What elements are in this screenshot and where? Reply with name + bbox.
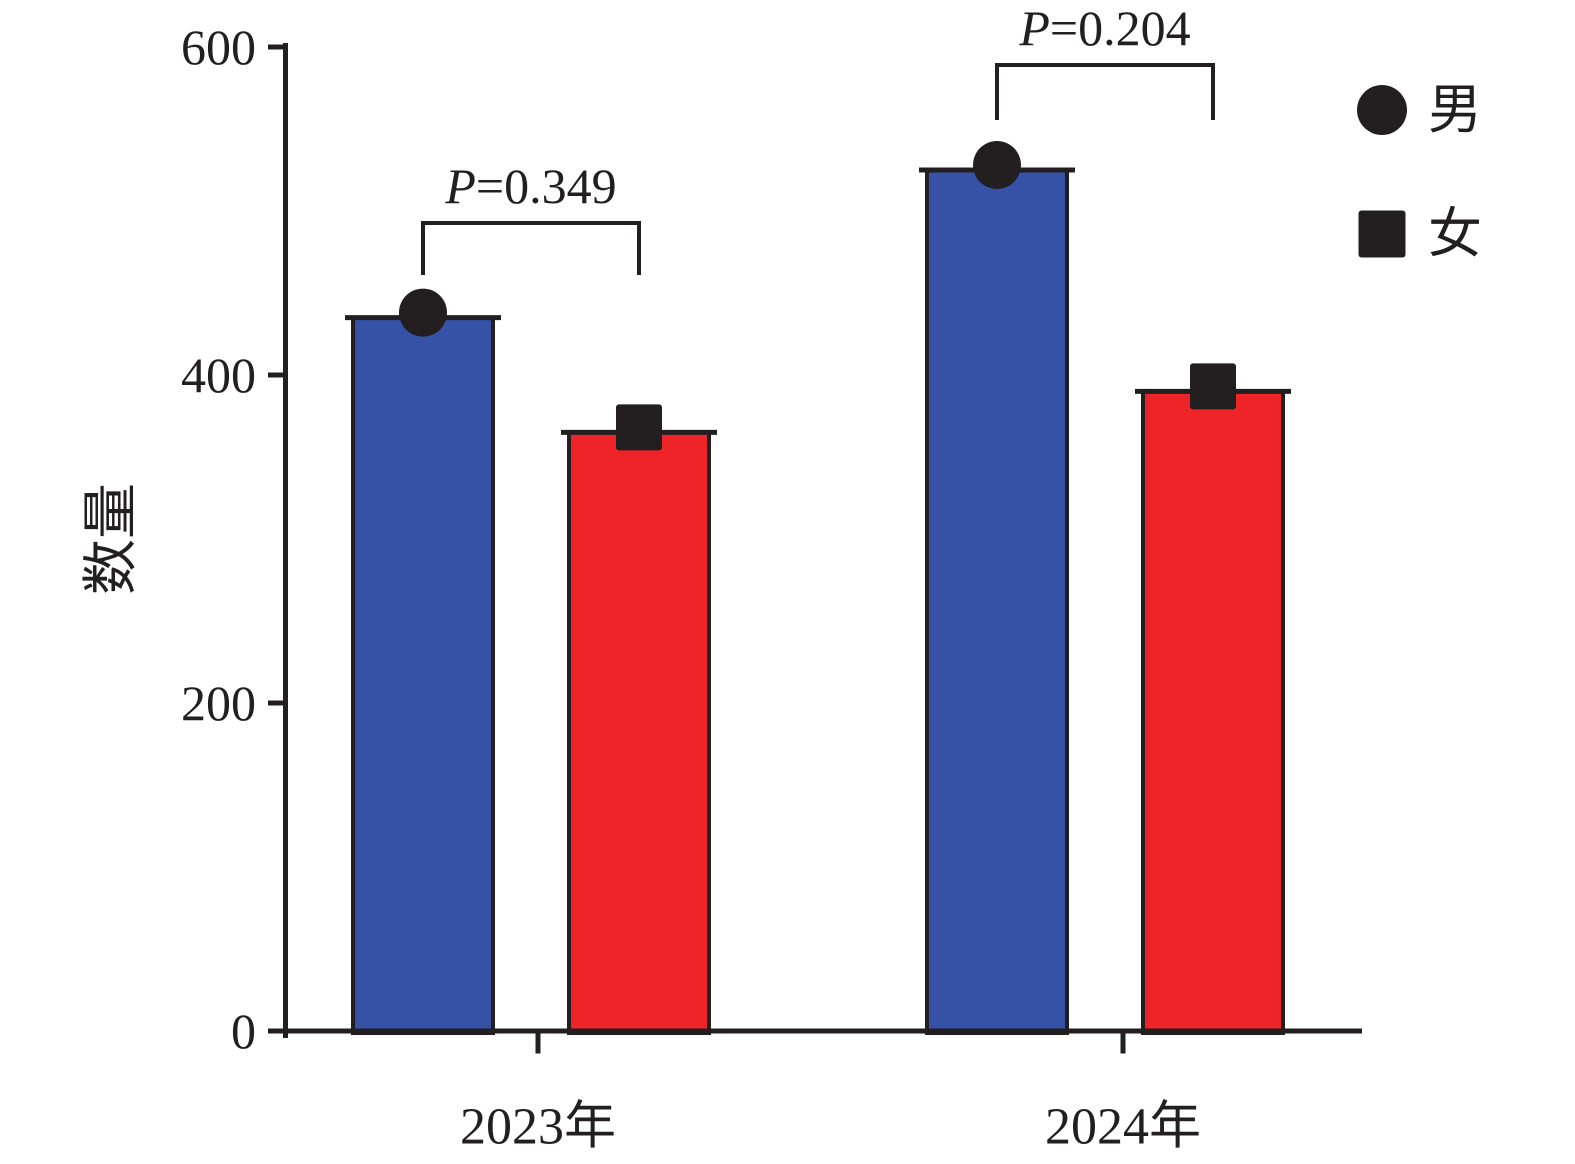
legend-label-male: 男	[1428, 80, 1482, 140]
bar-female-2024	[1141, 389, 1285, 1035]
legend-square-icon	[1358, 210, 1406, 258]
bar-male-2023	[351, 315, 495, 1036]
marker-circle-male-2023	[399, 288, 447, 337]
y-tick-label-600: 600	[181, 19, 256, 75]
marker-circle-male-2024	[973, 141, 1021, 189]
marker-square-female-2023	[616, 404, 662, 451]
marker-square-female-2024	[1190, 363, 1236, 410]
y-tick-label-400: 400	[181, 347, 256, 403]
legend-item-female: 女	[1358, 204, 1482, 264]
bar-female-2023	[567, 430, 711, 1035]
y-tick-label-200: 200	[181, 675, 256, 731]
bar-male-2024	[925, 168, 1069, 1035]
legend-item-male: 男	[1357, 80, 1482, 140]
legend-label-female: 女	[1428, 204, 1482, 264]
p-value-label-2023: P=0.349	[444, 158, 616, 214]
p-value-label-2024: P=0.204	[1018, 0, 1190, 56]
y-axis-title: 数量	[81, 483, 143, 595]
legend-circle-icon	[1357, 85, 1407, 135]
x-category-label-2023: 2023年	[460, 1099, 616, 1156]
y-tick-label-0: 0	[231, 1003, 256, 1059]
x-category-label-2024: 2024年	[1045, 1099, 1201, 1156]
significance-bracket-2023	[421, 221, 641, 275]
significance-bracket-2024	[995, 63, 1215, 120]
